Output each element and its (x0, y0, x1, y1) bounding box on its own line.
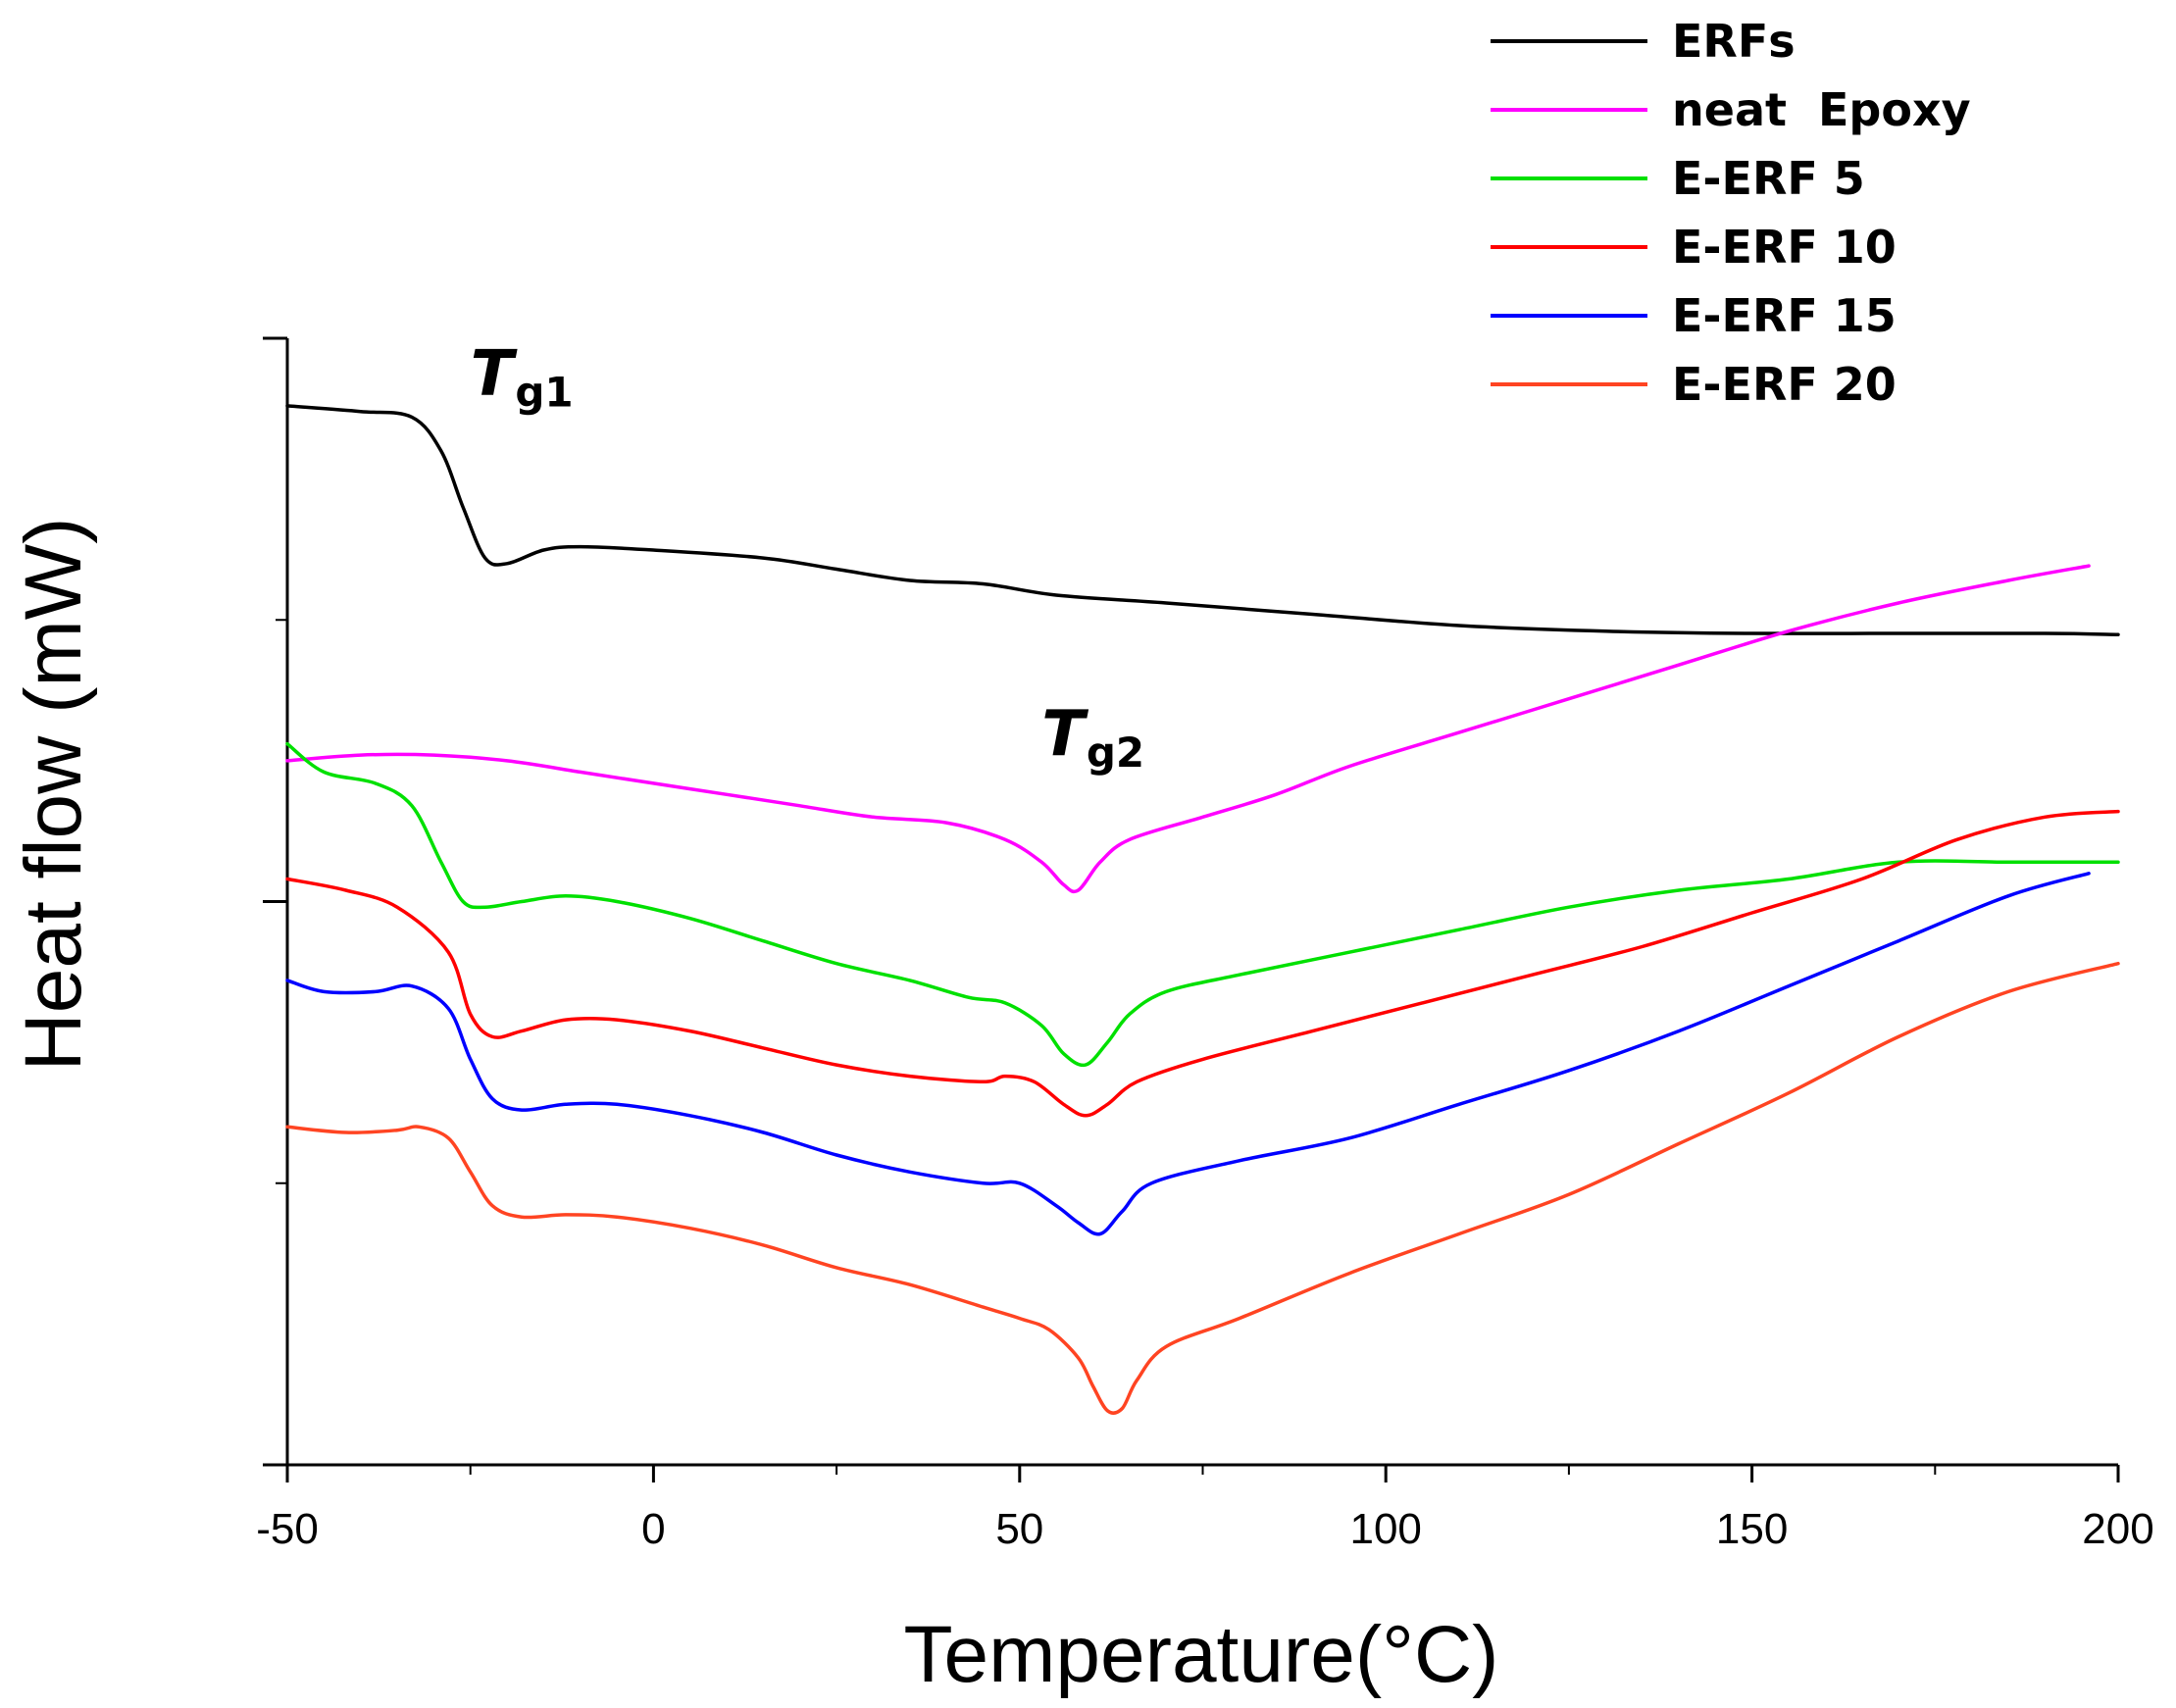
annotation-tg2: Tg2 (1041, 698, 1144, 777)
x-tick-label: 50 (995, 1505, 1043, 1553)
legend-label: E-ERF 20 (1672, 358, 1897, 411)
series-group (285, 404, 2120, 1415)
legend-label: ERFs (1672, 15, 1796, 68)
series-line-e-erf-5 (285, 741, 2120, 1068)
series-line-e-erf-15 (285, 872, 2091, 1236)
series-line-erfs (285, 404, 2120, 636)
x-tick-label: 150 (1716, 1505, 1788, 1553)
legend: ERFs neat Epoxy E-ERF 5 E-ERF 10 E-ERF 15 E-E… (1491, 15, 1971, 411)
annotation-subscript: g1 (515, 368, 573, 416)
legend-label: E-ERF 5 (1672, 152, 1865, 205)
annotation-tg1: Tg1 (471, 337, 574, 416)
x-tick-label: -50 (256, 1505, 319, 1553)
legend-label: E-ERF 15 (1672, 289, 1897, 342)
axes (285, 338, 2118, 1467)
x-tick-label: 100 (1349, 1505, 1421, 1553)
annotation-main: T (1041, 698, 1088, 771)
ticks: -50 0 50 100 150 200 (256, 336, 2154, 1553)
x-axis-title: Temperature(°C) (904, 1610, 1499, 1699)
y-axis-title: Heat flow (mW) (9, 518, 98, 1072)
series-line-e-erf-10 (285, 809, 2120, 1118)
annotation-main: T (471, 337, 518, 410)
legend-label: neat Epoxy (1672, 83, 1971, 136)
x-tick-label: 0 (641, 1505, 665, 1553)
series-line-neat-epoxy (285, 564, 2091, 894)
annotation-subscript: g2 (1087, 728, 1144, 777)
series-line-e-erf-20 (285, 961, 2120, 1415)
legend-label: E-ERF 10 (1672, 221, 1897, 274)
x-tick-label: 200 (2082, 1505, 2153, 1553)
